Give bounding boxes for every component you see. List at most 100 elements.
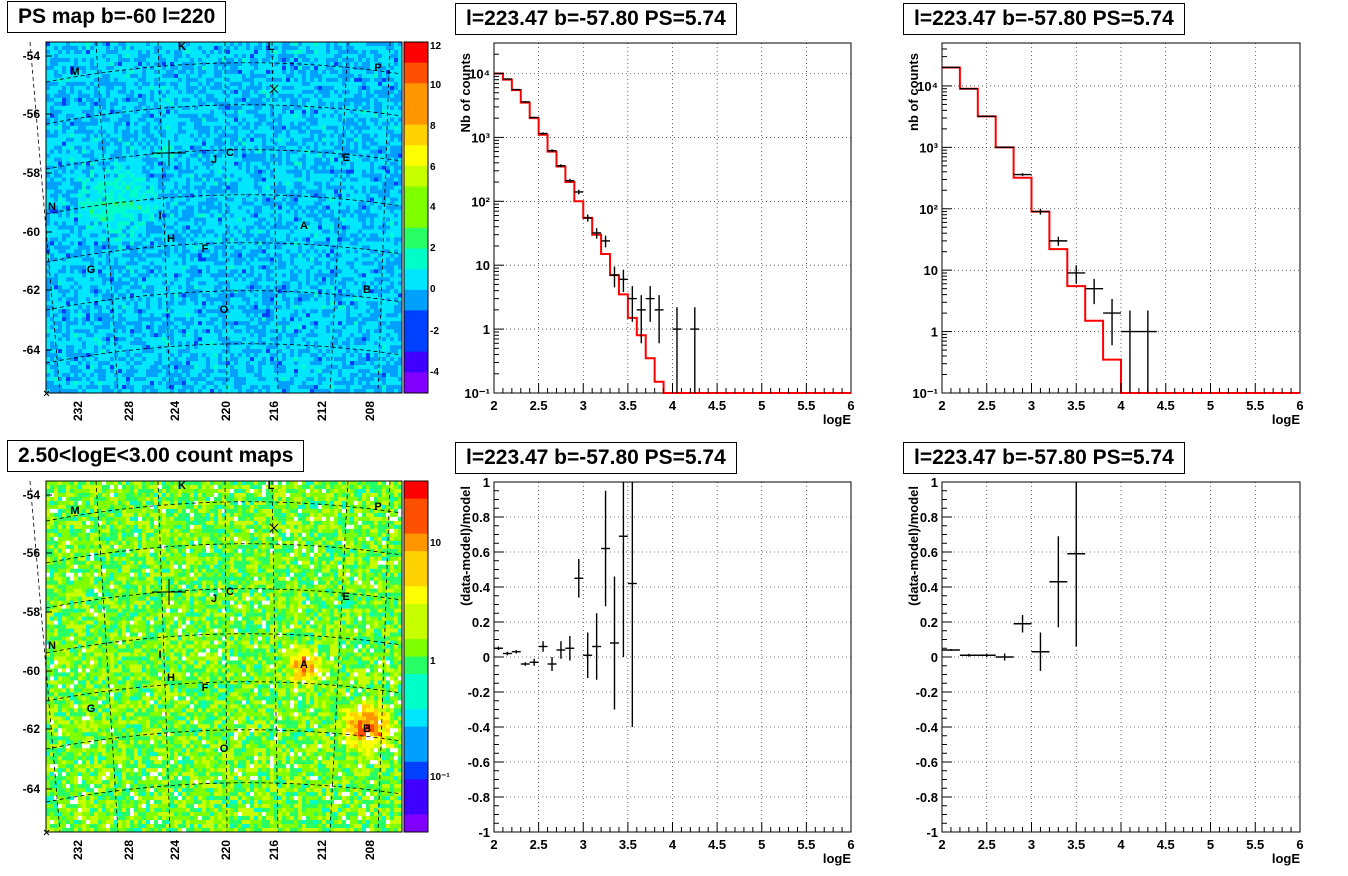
map-pixel (62, 49, 67, 55)
map-pixel (318, 165, 323, 170)
map-pixel (162, 153, 167, 158)
map-pixel (254, 101, 259, 107)
map-pixel (218, 53, 223, 59)
map-pixel (166, 209, 171, 214)
map-pixel (90, 49, 95, 55)
map-pixel (310, 121, 315, 127)
map-pixel (114, 185, 119, 190)
map-pixel (258, 225, 263, 230)
map-pixel (294, 53, 299, 59)
map-pixel (358, 241, 363, 246)
map-pixel (194, 257, 199, 262)
map-pixel (286, 205, 291, 210)
map-pixel (298, 233, 303, 238)
map-pixel (310, 117, 315, 123)
map-pixel (394, 213, 399, 218)
map-pixel (330, 69, 335, 75)
map-pixel (338, 233, 343, 238)
map-pixel (242, 225, 247, 230)
map-pixel (190, 109, 195, 115)
map-pixel (142, 97, 147, 103)
map-pixel (390, 193, 395, 198)
map-pixel (298, 141, 303, 147)
map-pixel (386, 205, 391, 210)
map-pixel (238, 193, 243, 198)
map-pixel (94, 185, 99, 190)
map-pixel (66, 265, 71, 270)
map-pixel (50, 241, 55, 246)
map-pixel (174, 61, 179, 67)
map-pixel (238, 149, 243, 154)
map-pixel (346, 257, 351, 262)
map-pixel (102, 85, 107, 91)
map-pixel (130, 157, 135, 162)
map-pixel (150, 165, 155, 170)
map-pixel (274, 221, 279, 226)
map-pixel (302, 85, 307, 91)
map-pixel (238, 201, 243, 206)
map-pixel (82, 53, 87, 59)
map-pixel (214, 125, 219, 131)
map-pixel (398, 165, 403, 170)
map-pixel (90, 85, 95, 91)
map-pixel (342, 101, 347, 107)
map-pixel (386, 185, 391, 190)
map-pixel (190, 153, 195, 158)
map-pixel (114, 149, 119, 154)
map-pixel (282, 77, 287, 83)
map-pixel (154, 253, 159, 258)
map-pixel (126, 173, 131, 178)
map-pixel (198, 73, 203, 79)
map-pixel (122, 137, 127, 143)
map-pixel (66, 161, 71, 166)
map-pixel (122, 189, 127, 194)
map-pixel (282, 173, 287, 178)
map-pixel (282, 45, 287, 51)
map-pixel (366, 69, 371, 75)
map-pixel (342, 69, 347, 75)
map-pixel (90, 45, 95, 51)
map-pixel (230, 89, 235, 95)
map-pixel (358, 49, 363, 55)
map-pixel (230, 197, 235, 202)
map-pixel (358, 261, 363, 266)
map-pixel (318, 61, 323, 67)
map-pixel (146, 189, 151, 194)
map-pixel (202, 201, 207, 206)
map-pixel (350, 149, 355, 154)
map-pixel (242, 161, 247, 166)
map-pixel (346, 241, 351, 246)
map-pixel (54, 42, 59, 47)
map-pixel (206, 45, 211, 51)
map-pixel (214, 93, 219, 99)
map-pixel (298, 225, 303, 230)
map-pixel (306, 209, 311, 214)
map-pixel (206, 209, 211, 214)
map-pixel (258, 49, 263, 55)
map-pixel (210, 213, 215, 218)
map-pixel (390, 165, 395, 170)
map-pixel (266, 45, 271, 51)
map-pixel (350, 129, 355, 135)
map-pixel (174, 241, 179, 246)
map-pixel (374, 73, 379, 79)
map-pixel (170, 69, 175, 75)
map-pixel (330, 129, 335, 135)
map-pixel (230, 149, 235, 154)
map-pixel (310, 169, 315, 174)
map-pixel (310, 53, 315, 59)
map-pixel (330, 253, 335, 258)
map-pixel (302, 233, 307, 238)
map-pixel (58, 133, 63, 139)
map-pixel (118, 225, 123, 230)
map-pixel (258, 189, 263, 194)
map-pixel (370, 177, 375, 182)
map-pixel (390, 253, 395, 258)
map-pixel (330, 189, 335, 194)
map-pixel (362, 73, 367, 79)
map-pixel (326, 121, 331, 127)
map-pixel (338, 157, 343, 162)
map-pixel (74, 237, 79, 242)
map-pixel (206, 42, 211, 47)
map-pixel (226, 261, 231, 266)
